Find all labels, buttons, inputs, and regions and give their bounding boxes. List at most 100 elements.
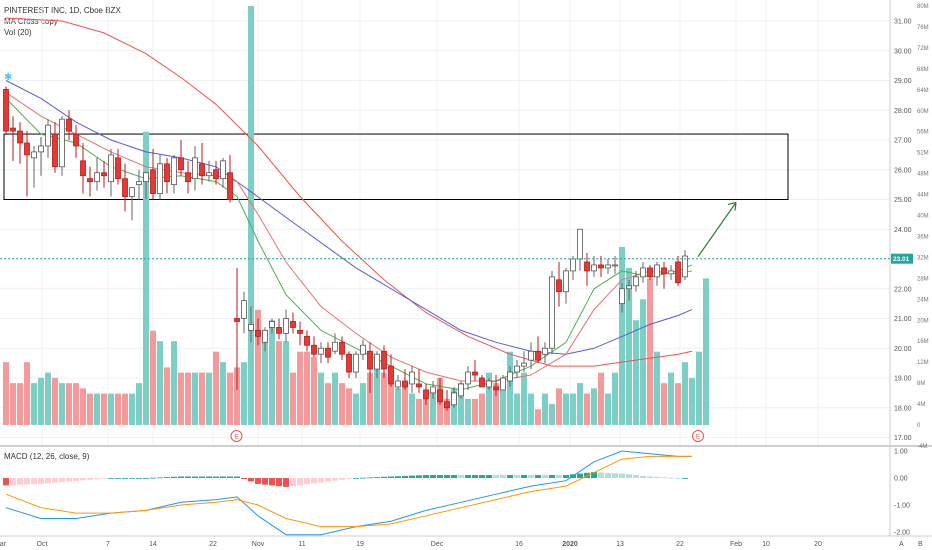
macd-histogram-bar xyxy=(682,478,688,479)
macd-histogram-bar xyxy=(311,478,317,484)
candle-body xyxy=(255,329,261,337)
macd-label[interactable]: MACD (12, 26, close, 9) xyxy=(4,452,90,461)
macd-histogram-bar xyxy=(605,472,611,478)
candle-body xyxy=(339,341,345,355)
annotations: ✱ E E xyxy=(0,72,890,442)
resistance-zone-box xyxy=(3,133,789,200)
macd-histogram-bar xyxy=(248,478,254,482)
macd-histogram-bar xyxy=(276,478,282,487)
candle-body xyxy=(388,365,394,385)
volume-bar xyxy=(612,372,618,425)
candle-body xyxy=(101,172,107,177)
candle-body xyxy=(437,389,443,403)
volume-bar xyxy=(388,383,394,425)
volume-tick-label: 44M xyxy=(917,193,929,199)
volume-bar xyxy=(423,398,429,425)
ma-mid-line xyxy=(5,91,693,382)
macd-histogram-bar xyxy=(542,475,548,478)
candle-body xyxy=(542,347,548,355)
macd-tick-label: 1.00 xyxy=(894,449,908,456)
volume-tick-label: 72M xyxy=(917,46,929,52)
volume-bar xyxy=(87,393,93,425)
volume-bar xyxy=(374,362,380,425)
macd-histogram-bar xyxy=(563,475,569,478)
price-tick-label: 31.00 xyxy=(894,19,912,26)
candle-body xyxy=(682,255,688,278)
price-tick-label: 17.00 xyxy=(894,435,912,442)
candle-body xyxy=(598,264,604,269)
volume-bar xyxy=(521,372,527,425)
candle-body xyxy=(164,163,170,183)
macd-histogram-bar xyxy=(290,478,296,487)
volume-bar xyxy=(129,393,135,425)
volume-bar xyxy=(549,404,555,425)
volume-bar xyxy=(283,341,289,425)
earnings-marker xyxy=(692,430,704,442)
volume-tick-label: 64M xyxy=(917,88,929,94)
time-tick-label: 11 xyxy=(298,541,305,548)
volume-bar xyxy=(199,372,205,425)
candle-body xyxy=(87,178,93,183)
candle-body xyxy=(444,401,450,409)
macd-histogram-bar xyxy=(479,475,485,478)
candle-body xyxy=(318,347,324,355)
time-tick-label: 14 xyxy=(149,541,157,548)
volume-bar xyxy=(353,393,359,425)
volume-bar xyxy=(514,393,520,425)
macd-histogram-bar xyxy=(339,478,345,480)
volume-tick-label: 76M xyxy=(917,25,929,31)
candle-body xyxy=(311,344,317,355)
candle-body xyxy=(472,371,478,376)
volume-bar xyxy=(171,341,177,425)
macd-histogram-bar xyxy=(143,478,149,479)
macd-histogram-bar xyxy=(52,478,58,483)
volume-bar xyxy=(654,351,660,425)
macd-histogram-bar xyxy=(192,476,198,478)
candle-body xyxy=(325,347,331,358)
volume-bar xyxy=(94,393,100,425)
candle-body xyxy=(332,341,338,352)
time-tick-label: Oct xyxy=(37,541,48,548)
candle-body xyxy=(80,160,86,177)
candle-body xyxy=(661,267,667,275)
macd-histogram-bar xyxy=(129,478,135,479)
macd-histogram-bar xyxy=(234,476,240,478)
candle-body xyxy=(549,276,555,349)
earnings-marker-label: E xyxy=(234,434,239,441)
price-tick-label: 21.00 xyxy=(894,316,912,323)
candle-body xyxy=(647,267,653,278)
macd-histogram-bar xyxy=(227,476,233,478)
price-tick-label: 28.00 xyxy=(894,108,912,115)
macd-tick-label: -2.00 xyxy=(894,530,910,537)
volume-bar xyxy=(430,388,436,425)
volume-bar xyxy=(143,131,149,425)
candle-body xyxy=(367,350,373,370)
candle-body xyxy=(150,169,156,194)
volume-bar xyxy=(262,330,268,425)
volume-bar xyxy=(395,388,401,425)
candle-body xyxy=(570,258,576,272)
price-tick-label: 29.00 xyxy=(894,78,912,85)
macd-histogram-bar xyxy=(255,478,261,484)
time-tick-label: 7 xyxy=(106,541,110,548)
volume-label[interactable]: Vol (20) xyxy=(4,28,32,37)
price-tick-label: 27.00 xyxy=(894,138,912,145)
volume-bar xyxy=(633,320,639,425)
volume-bar xyxy=(542,393,548,425)
volume-bar xyxy=(325,383,331,425)
volume-tick-label: 36M xyxy=(917,234,929,240)
candle-body xyxy=(283,318,289,334)
macd-histogram-bar xyxy=(486,475,492,478)
volume-bar xyxy=(311,356,317,425)
volume-tick-label: 20M xyxy=(917,318,929,324)
candle-body xyxy=(500,377,506,391)
macd-histogram-bar xyxy=(675,478,681,479)
macd-histogram-bar xyxy=(318,478,324,483)
axes: 31.00 30.00 29.00 28.00 27.00 26.00 25.00 24.00… xyxy=(0,4,929,548)
volume-bar xyxy=(304,351,310,425)
price-tick-label: 25.00 xyxy=(894,197,912,204)
volume-bar xyxy=(535,409,541,425)
macd-histogram-bar xyxy=(94,478,100,480)
candle-body xyxy=(528,350,534,361)
